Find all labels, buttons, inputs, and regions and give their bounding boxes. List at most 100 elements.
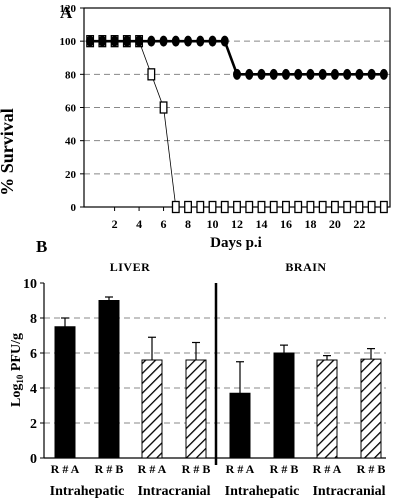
group-label: Intrahepatic xyxy=(225,484,300,499)
point-circle xyxy=(269,68,278,80)
point-circle xyxy=(86,35,95,47)
survival-chart: 0 20 40 60 80 100 120 2 4 6 8 10 12 14 16 18 20 22 xyxy=(60,3,391,231)
y-axis-label-b: Log10 PFU/g xyxy=(9,333,25,407)
point-circle xyxy=(196,35,205,47)
point-circle xyxy=(159,35,168,47)
y-tick-label-b: 2 xyxy=(30,417,37,432)
bar-solid xyxy=(229,392,251,459)
viral-titer-chart: 0 2 4 6 8 10 R # A R # B R # A R # B R # A R # B R #… xyxy=(23,260,386,499)
y-tick-label-a: 80 xyxy=(65,69,77,81)
series-line-square xyxy=(90,40,384,208)
point-circle xyxy=(330,68,339,80)
point-circle xyxy=(294,68,303,80)
x-tick-label-a: 4 xyxy=(136,217,142,231)
bar-solid xyxy=(98,300,120,459)
y-axis-label-b-sub: 10 xyxy=(15,374,25,384)
point-circle xyxy=(147,35,156,47)
bar-hatched xyxy=(141,359,163,459)
y-tick-label-b: 6 xyxy=(30,347,37,362)
category-label: R # B xyxy=(270,462,299,476)
point-circle xyxy=(233,68,241,80)
x-tick-label-a: 2 xyxy=(112,217,118,231)
bar-solid xyxy=(273,352,295,459)
y-tick-label-b: 10 xyxy=(23,277,37,292)
x-tick-label-a: 10 xyxy=(207,217,219,231)
point-square xyxy=(282,200,290,214)
category-label: R # A xyxy=(138,462,167,476)
category-label: R # B xyxy=(182,462,211,476)
group-label: Intracranial xyxy=(312,484,385,499)
point-square xyxy=(269,200,278,214)
x-tick-label-a: 18 xyxy=(304,217,316,231)
category-label: R # A xyxy=(51,462,80,476)
panel-a-label: A xyxy=(60,3,73,22)
y-axis-label-b-main: Log xyxy=(9,384,24,407)
y-tick-label-b: 8 xyxy=(30,312,37,327)
group-label: Intrahepatic xyxy=(50,484,125,499)
point-circle xyxy=(355,68,364,80)
point-square xyxy=(294,200,303,214)
point-square xyxy=(355,200,364,214)
point-circle xyxy=(318,68,327,80)
bar-hatched xyxy=(316,359,338,459)
point-circle xyxy=(184,35,193,47)
point-square xyxy=(343,200,352,214)
y-tick-label-a: 0 xyxy=(71,202,77,214)
bar-solid xyxy=(54,326,76,459)
point-square xyxy=(318,200,327,214)
section-label: LIVER xyxy=(110,260,151,274)
x-tick-label-a: 6 xyxy=(161,217,167,231)
category-label: R # B xyxy=(95,462,124,476)
x-axis-label-a: Days p.i xyxy=(210,235,262,251)
panel-b-label: B xyxy=(36,237,47,256)
y-axis-label-a: % Survival xyxy=(0,108,17,196)
point-circle xyxy=(171,35,180,47)
x-tick-label-a: 12 xyxy=(231,217,243,231)
group-label: Intracranial xyxy=(137,484,210,499)
point-circle xyxy=(208,35,217,47)
point-square xyxy=(245,200,254,214)
category-label: R # A xyxy=(313,462,342,476)
section-label: BRAIN xyxy=(285,260,326,274)
point-circle xyxy=(367,68,376,80)
point-circle xyxy=(122,35,131,47)
bar-hatched xyxy=(185,359,207,459)
point-square xyxy=(208,200,217,214)
point-square xyxy=(196,200,205,214)
point-square xyxy=(257,200,266,214)
point-circle xyxy=(257,68,266,80)
y-tick-label-a: 100 xyxy=(60,36,77,48)
point-circle xyxy=(306,68,315,80)
y-tick-label-a: 40 xyxy=(65,136,77,148)
point-circle xyxy=(343,68,352,80)
y-tick-label-a: 20 xyxy=(65,169,77,181)
y-axis-label-b-rest: PFU/g xyxy=(9,333,24,375)
y-tick-label-b: 4 xyxy=(30,382,37,397)
point-square xyxy=(330,200,339,214)
point-square xyxy=(159,101,168,114)
point-circle xyxy=(281,68,290,80)
point-square xyxy=(306,200,315,214)
point-circle xyxy=(110,35,119,47)
point-circle xyxy=(135,35,144,47)
point-circle xyxy=(98,35,107,47)
point-circle xyxy=(245,68,254,80)
y-tick-label-a: 120 xyxy=(60,3,77,15)
x-tick-label-a: 20 xyxy=(329,217,341,231)
category-label: R # B xyxy=(357,462,386,476)
x-tick-label-a: 8 xyxy=(185,217,191,231)
bar-hatched xyxy=(360,358,382,459)
point-square xyxy=(233,200,241,214)
point-square xyxy=(184,200,192,214)
category-label: R # A xyxy=(226,462,255,476)
y-tick-label-a: 60 xyxy=(65,103,77,115)
point-circle xyxy=(220,35,229,47)
point-square xyxy=(171,200,180,214)
point-square xyxy=(147,68,156,81)
point-square xyxy=(367,200,376,214)
x-tick-label-a: 16 xyxy=(280,217,292,231)
point-square xyxy=(220,200,229,214)
y-tick-label-b: 0 xyxy=(30,452,37,467)
x-tick-label-a: 14 xyxy=(255,217,267,231)
